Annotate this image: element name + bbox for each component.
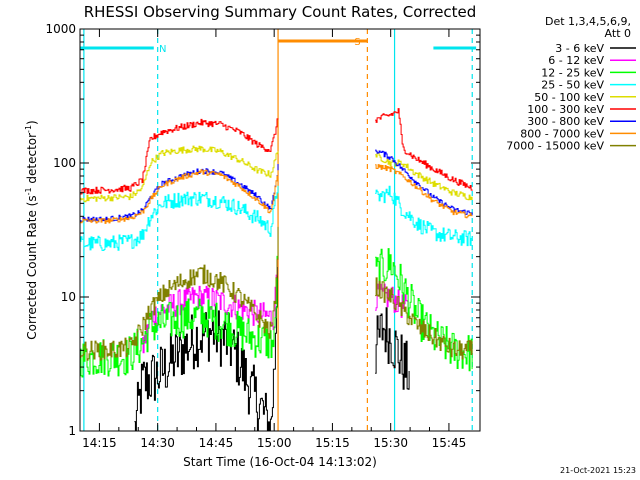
legend-label-3: 25 - 50 keV (541, 79, 604, 92)
y-tick-label-0: 1 (68, 424, 76, 438)
footer-date: 21-Oct-2021 15:23 (560, 466, 636, 475)
legend-label-7: 800 - 7000 keV (520, 127, 604, 140)
x-tick-label-1: 14:30 (140, 436, 175, 450)
series-line-7-0 (80, 169, 279, 224)
series-line-8-1 (375, 277, 473, 360)
series-line-8-0 (80, 226, 279, 361)
legend-label-8: 7000 - 15000 keV (506, 140, 604, 153)
series-line-2-1 (375, 248, 473, 372)
y-tick-label-1: 10 (61, 290, 76, 304)
legend-label-1: 6 - 12 keV (548, 54, 604, 67)
x-tick-label-0: 14:15 (82, 436, 117, 450)
legend-label-2: 12 - 25 keV (541, 66, 604, 79)
legend-label-5: 100 - 300 keV (527, 103, 604, 116)
series-line-5-1 (375, 108, 473, 191)
y-tick-label-3: 1000 (45, 22, 76, 36)
series-line-7-1 (375, 164, 473, 219)
x-tick-label-6: 15:45 (432, 436, 467, 450)
flag-label-N: N (159, 44, 166, 55)
x-axis-ticks: 14:15 14:30 14:45 15:00 15:15 15:30 15:45 (82, 29, 466, 450)
flag-bars: NS (80, 37, 477, 55)
x-tick-label-2: 14:45 (199, 436, 234, 450)
y-tick-label-2: 100 (53, 156, 76, 170)
series-line-0-1 (375, 307, 410, 390)
legend-label-0: 3 - 6 keV (555, 42, 604, 55)
flag-label-S: S (354, 37, 360, 48)
series-line-5-0 (80, 118, 279, 195)
plot-frame (79, 28, 481, 432)
series-line-6-0 (80, 164, 279, 223)
series-line-3-0 (80, 185, 279, 251)
chart-title: RHESSI Observing Summary Count Rates, Co… (84, 3, 477, 21)
x-axis-label: Start Time (16-Oct-04 14:13:02) (183, 455, 377, 469)
legend-label-6: 300 - 800 keV (527, 115, 604, 128)
x-tick-label-3: 15:00 (257, 436, 292, 450)
legend-label-4: 50 - 100 keV (534, 91, 604, 104)
x-tick-label-5: 15:30 (373, 436, 408, 450)
legend-header-1: Att 0 (605, 27, 631, 40)
series-line-6-1 (375, 149, 473, 216)
series-line-4-1 (375, 152, 473, 201)
series-line-3-1 (375, 185, 473, 247)
legend-header-0: Det 1,3,4,5,6,9, (545, 15, 631, 28)
series-group (80, 108, 473, 431)
y-axis-ticks: 1 10 100 1000 (45, 22, 480, 438)
series-line-4-0 (80, 145, 279, 203)
y-axis-label: Corrected Count Rate (s-1 detector-1) (24, 120, 39, 339)
series-line-0-0 (134, 267, 278, 431)
series-line-2-0 (80, 253, 279, 378)
x-tick-label-4: 15:15 (315, 436, 350, 450)
